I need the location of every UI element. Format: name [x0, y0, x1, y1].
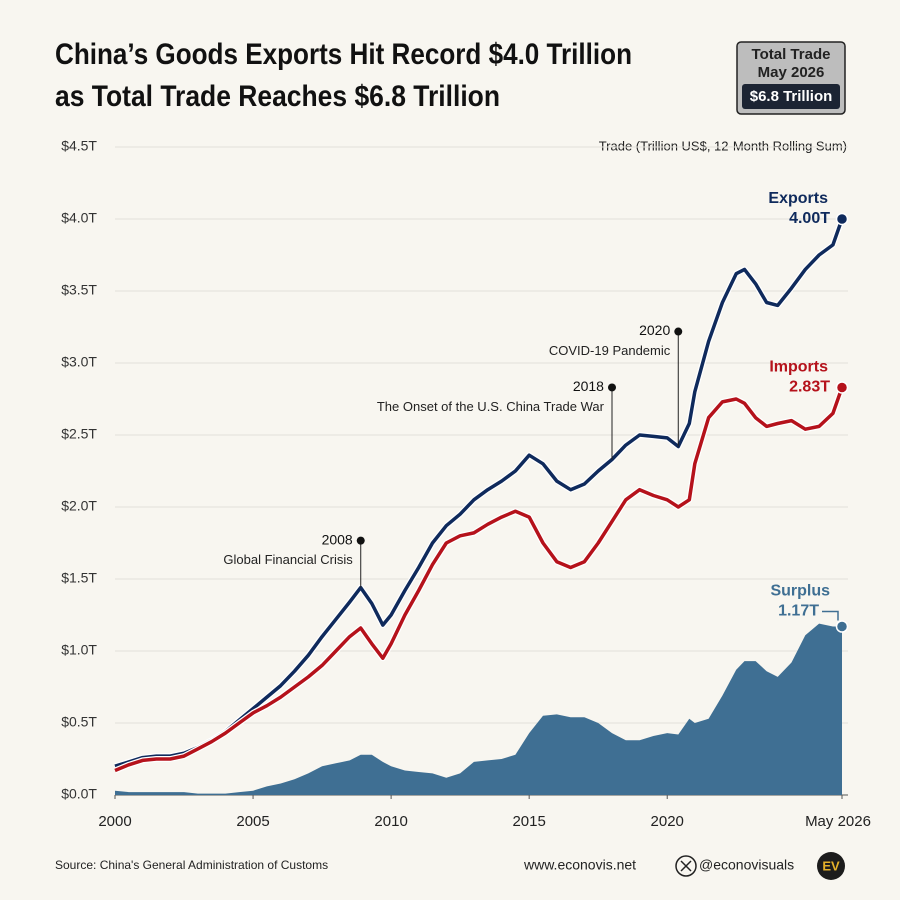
x-tick-label: 2000	[98, 813, 131, 830]
legend-label: Surplus	[770, 583, 830, 600]
y-tick-label: $3.5T	[61, 282, 97, 298]
plot: $0.0T $0.5T $1.0T $1.5T $2.0T $2.5T $3.0T $3.5T…	[61, 138, 871, 830]
badge-value: $6.8 Trillion	[750, 88, 833, 105]
annotation-text: Global Financial Crisis	[223, 552, 353, 567]
logo	[817, 852, 845, 880]
y-tick-label: $1.5T	[61, 570, 97, 586]
x-tick-label: 2015	[512, 813, 545, 830]
annotation-dot	[356, 536, 365, 545]
end-value-label: 1.17T	[778, 603, 819, 620]
badge: Total Trade May 2026 $6.8 Trillion	[736, 41, 846, 115]
website: www.econovis.net	[523, 857, 636, 873]
end-point	[835, 620, 849, 633]
x-tick-label: May 2026	[805, 813, 871, 830]
y-tick-label: $4.0T	[61, 210, 97, 226]
annotation-dot	[674, 327, 683, 336]
end-value-label: 4.00T	[789, 210, 830, 227]
chart-title: as Total Trade Reaches $6.8 Trillion	[55, 80, 500, 113]
label-bracket	[822, 610, 839, 621]
x-icon	[675, 855, 697, 877]
chart-title: China’s Goods Exports Hit Record $4.0 Tr…	[55, 38, 632, 71]
x-tick-label: 2005	[236, 813, 269, 830]
y-tick-label: $4.5T	[61, 138, 97, 154]
x-tick-label: 2020	[651, 813, 684, 830]
end-point	[835, 212, 849, 226]
handle: @econovisuals	[699, 857, 794, 873]
badge-line: May 2026	[758, 64, 825, 81]
legend-label: Exports	[768, 190, 828, 207]
annotation-year: 2008	[322, 531, 353, 547]
badge-value-box	[742, 84, 840, 109]
subtitle: Trade (Trillion US$, 12-Month Rolling Su…	[599, 138, 847, 153]
series-line	[114, 386, 844, 773]
annotation-text: COVID-19 Pandemic	[549, 343, 671, 358]
source: Source: China's General Administration o…	[55, 858, 328, 872]
annotation-year: 2018	[573, 378, 604, 394]
x-icon	[680, 860, 692, 872]
badge-line: Total Trade	[752, 46, 831, 63]
y-tick-label: $3.0T	[61, 354, 97, 370]
y-tick-label: $1.0T	[61, 642, 97, 658]
surplus-area	[115, 623, 842, 795]
annotation-text: The Onset of the U.S. China Trade War	[377, 399, 605, 414]
x-tick-label: 2010	[374, 813, 407, 830]
y-tick-label: $0.5T	[61, 714, 97, 730]
end-point	[835, 381, 849, 394]
logo-text: EV	[822, 858, 840, 873]
end-value-label: 2.83T	[789, 379, 830, 396]
annotation-dot	[607, 383, 616, 392]
y-tick-label: $2.5T	[61, 426, 97, 442]
legend-label: Imports	[769, 359, 828, 376]
y-tick-label: $2.0T	[61, 498, 97, 514]
annotation-year: 2020	[639, 322, 670, 338]
y-tick-label: $0.0T	[61, 786, 97, 802]
